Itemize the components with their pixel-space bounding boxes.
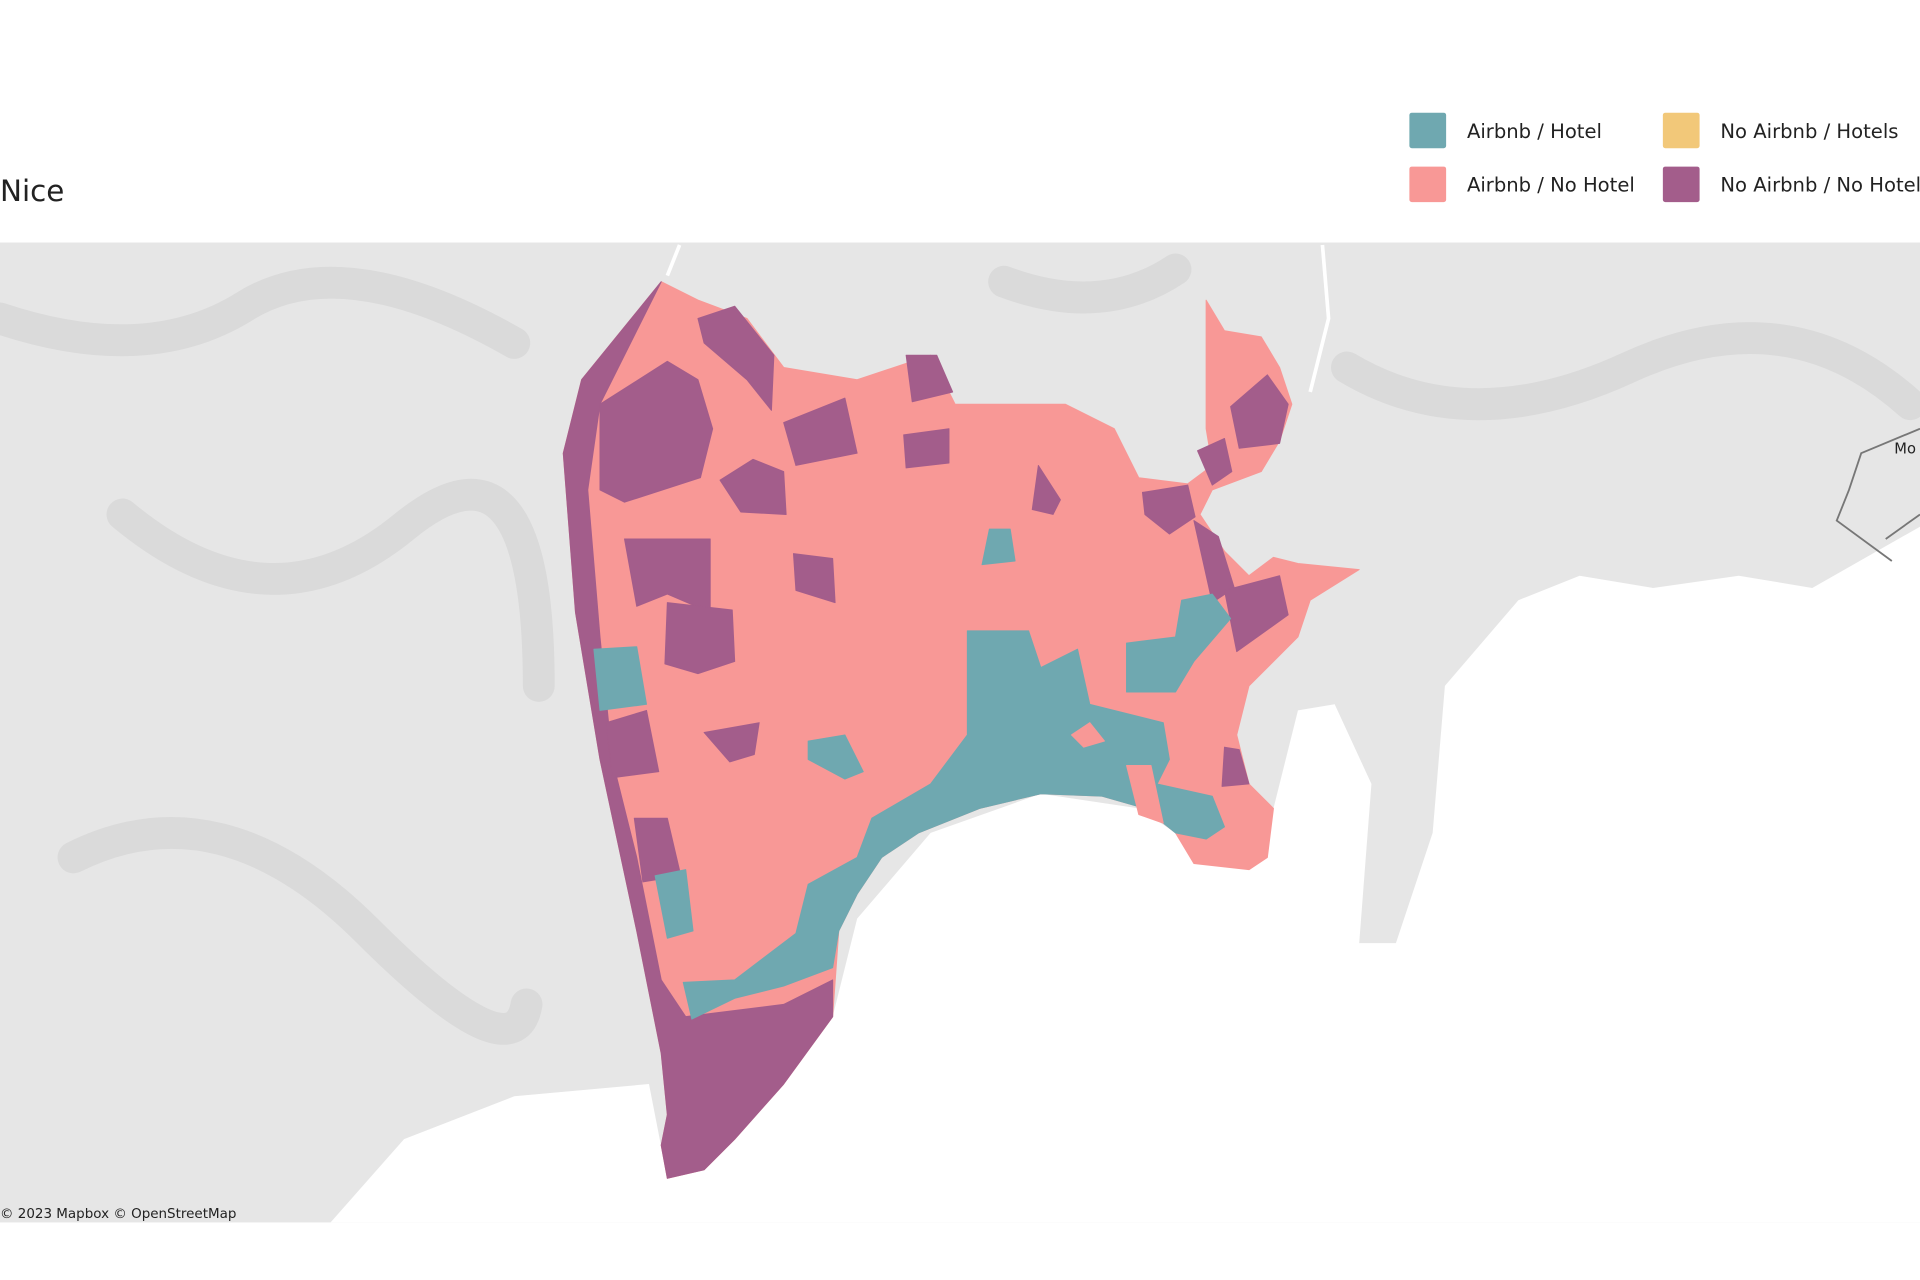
legend-swatch [1409,112,1447,149]
district [654,869,694,939]
district [783,397,858,466]
district [1070,722,1105,748]
district [1224,575,1289,653]
legend-label: Airbnb / No Hotel [1467,174,1635,197]
legend-label: Airbnb / Hotel [1467,120,1602,143]
district [703,722,760,763]
district [792,553,836,604]
sea [330,526,1920,1223]
district [624,538,711,613]
title: Nice [0,174,64,208]
legend-swatch [1662,166,1700,203]
border [1835,427,1920,562]
district [1126,593,1232,693]
attribution: © 2023 Mapbox © OpenStreetMap [0,1206,236,1222]
district [1221,746,1250,787]
legend-label: No Airbnb / No Hotel [1720,174,1920,197]
district [1031,464,1061,515]
district [719,458,787,515]
district [593,646,648,711]
district [562,281,834,1179]
district [807,734,864,780]
legend-swatch [1662,112,1700,149]
legend: Airbnb / Hotel No Airbnb / Hotels Airbnb /… [1409,112,1920,203]
terrain [0,253,1920,1045]
district [664,602,736,675]
district [599,360,714,503]
district [1197,438,1233,486]
district [981,528,1016,566]
district [1230,374,1289,449]
river [665,244,1331,393]
district [903,428,950,469]
districts [562,281,1360,1179]
district [1141,484,1196,535]
district [697,305,775,411]
place-label: Mo [1894,441,1916,458]
district [605,709,660,779]
legend-swatch [1409,166,1447,203]
legend-label: No Airbnb / Hotels [1720,120,1898,143]
district [905,354,954,403]
district [1126,765,1164,824]
